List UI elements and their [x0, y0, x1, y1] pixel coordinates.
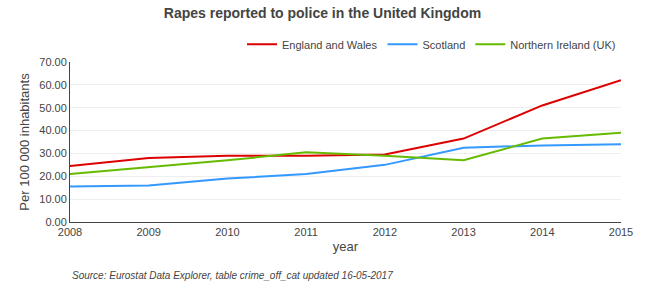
svg-text:2009: 2009 — [136, 226, 160, 238]
svg-text:Rapes reported to police in th: Rapes reported to police in the United K… — [164, 5, 481, 21]
svg-text:30.00: 30.00 — [39, 147, 67, 159]
svg-text:50.00: 50.00 — [39, 102, 67, 114]
svg-text:2011: 2011 — [294, 226, 318, 238]
svg-text:Northern Ireland (UK): Northern Ireland (UK) — [510, 39, 615, 51]
svg-text:20.00: 20.00 — [39, 170, 67, 182]
svg-text:2013: 2013 — [451, 226, 475, 238]
svg-text:Source: Eurostat Data Explorer: Source: Eurostat Data Explorer, table cr… — [72, 270, 393, 281]
svg-text:year: year — [333, 239, 359, 254]
svg-text:40.00: 40.00 — [39, 124, 67, 136]
svg-text:2014: 2014 — [530, 226, 554, 238]
svg-text:10.00: 10.00 — [39, 193, 67, 205]
svg-text:0.00: 0.00 — [45, 216, 66, 228]
svg-text:2008: 2008 — [58, 226, 82, 238]
svg-text:Scotland: Scotland — [422, 39, 465, 51]
svg-text:2015: 2015 — [609, 226, 633, 238]
svg-text:70.00: 70.00 — [39, 56, 67, 68]
svg-text:2010: 2010 — [215, 226, 239, 238]
svg-text:2012: 2012 — [373, 226, 397, 238]
svg-text:Per 100 000 inhabitants: Per 100 000 inhabitants — [17, 73, 32, 211]
svg-text:England and Wales: England and Wales — [282, 39, 377, 51]
svg-text:60.00: 60.00 — [39, 79, 67, 91]
